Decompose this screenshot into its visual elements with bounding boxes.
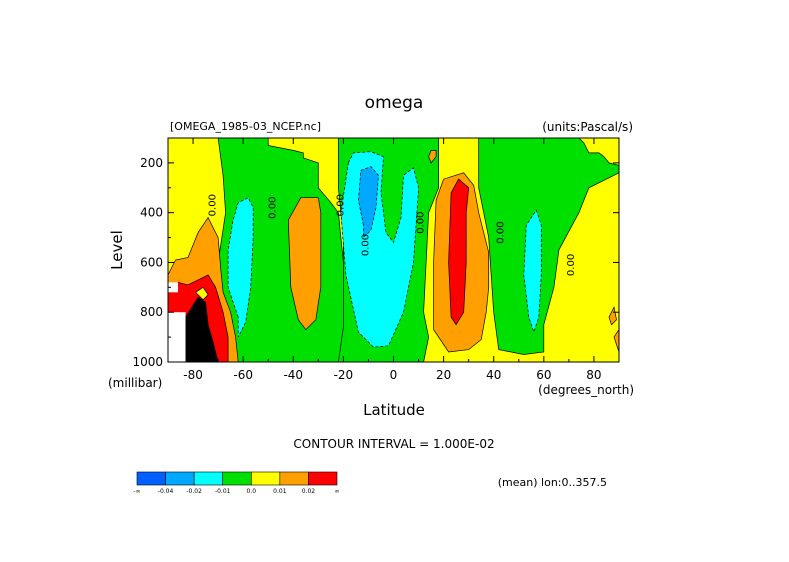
x-tick-label: -40 <box>283 368 303 382</box>
x-axis: -80 -60 -40 -20 0 20 40 60 80 <box>167 138 620 382</box>
region-green-east <box>478 137 620 355</box>
region-black-sw <box>185 296 219 363</box>
y-tick-label: 600 <box>140 255 163 269</box>
colorbar-swatch <box>165 471 195 486</box>
x-tick-label: 60 <box>536 368 551 382</box>
region-orange-small-b <box>608 306 617 326</box>
contour-field <box>167 137 620 363</box>
contour-interval: CONTOUR INTERVAL = 1.000E-02 <box>293 437 494 451</box>
colorbar-swatch <box>250 471 281 486</box>
colorbar-label: -0.04 <box>158 488 174 495</box>
contour-label: 0.00 <box>496 221 507 243</box>
x-tick-label: -80 <box>183 368 203 382</box>
colorbar-swatch <box>279 471 309 486</box>
region-red-east <box>448 178 470 326</box>
region-orange-small-a <box>428 150 437 164</box>
colorbar-label: 0.01 <box>273 488 287 495</box>
region-cyan-east <box>523 209 542 334</box>
colorbar-label: -0.01 <box>215 488 231 495</box>
colorbar-swatch <box>136 471 166 486</box>
y-tick-label: 800 <box>140 305 163 319</box>
x-tick-label: 80 <box>586 368 601 382</box>
chart-title: omega <box>365 93 424 113</box>
x-tick-label: 40 <box>486 368 501 382</box>
x-tick-label: 20 <box>436 368 451 382</box>
colorbar-label: -0.02 <box>186 488 202 495</box>
region-cyan-sw <box>227 197 254 338</box>
y-tick-label: 400 <box>140 206 163 220</box>
missing-data-mask-small <box>168 282 179 293</box>
contour-label: 0.00 <box>208 194 219 216</box>
x-axis-title: Latitude <box>363 401 425 419</box>
colorbar-label: 0.02 <box>302 488 316 495</box>
contour-label: 0.00 <box>268 197 279 219</box>
x-tick-label: 0 <box>390 368 398 382</box>
y-tick-label: 200 <box>140 156 163 170</box>
units-label: (units:Pascal/s) <box>542 120 633 134</box>
x-tick-label: -20 <box>334 368 354 382</box>
mean-label: (mean) lon:0..357.5 <box>498 476 607 489</box>
colorbar-swatch <box>308 471 338 486</box>
missing-data-mask <box>168 312 186 362</box>
colorbar-label: -∞ <box>133 488 140 495</box>
y-tick-label: 1000 <box>132 355 163 369</box>
colorbar-swatch <box>222 471 252 486</box>
contour-label: 0.00 <box>360 234 371 256</box>
region-orange-west <box>287 197 322 331</box>
y-axis-title: Level <box>108 230 126 270</box>
y-axis-unit: (millibar) <box>108 376 162 390</box>
contour-label: 0.00 <box>566 254 577 276</box>
contour-label: 0.00 <box>335 194 346 216</box>
region-yellow-hole <box>195 286 209 301</box>
colorbar-swatch <box>193 471 224 486</box>
region-blue-central <box>358 166 379 239</box>
contour-label: 0.00 <box>416 211 427 233</box>
x-tick-label: -60 <box>233 368 253 382</box>
file-label: [OMEGA_1985-03_NCEP.nc] <box>170 120 321 133</box>
colorbar-label: ∞ <box>335 488 340 495</box>
x-axis-unit: (degrees_north) <box>538 383 634 397</box>
y-axis: 200 400 600 800 1000 <box>132 137 619 369</box>
contour-labels: 0.00 0.00 0.00 0.00 0.00 0.00 0.00 <box>208 194 577 276</box>
colorbar: -∞ -0.04 -0.02 -0.01 0.0 0.01 0.02 ∞ <box>133 471 340 495</box>
colorbar-label: 0.0 <box>247 488 257 495</box>
